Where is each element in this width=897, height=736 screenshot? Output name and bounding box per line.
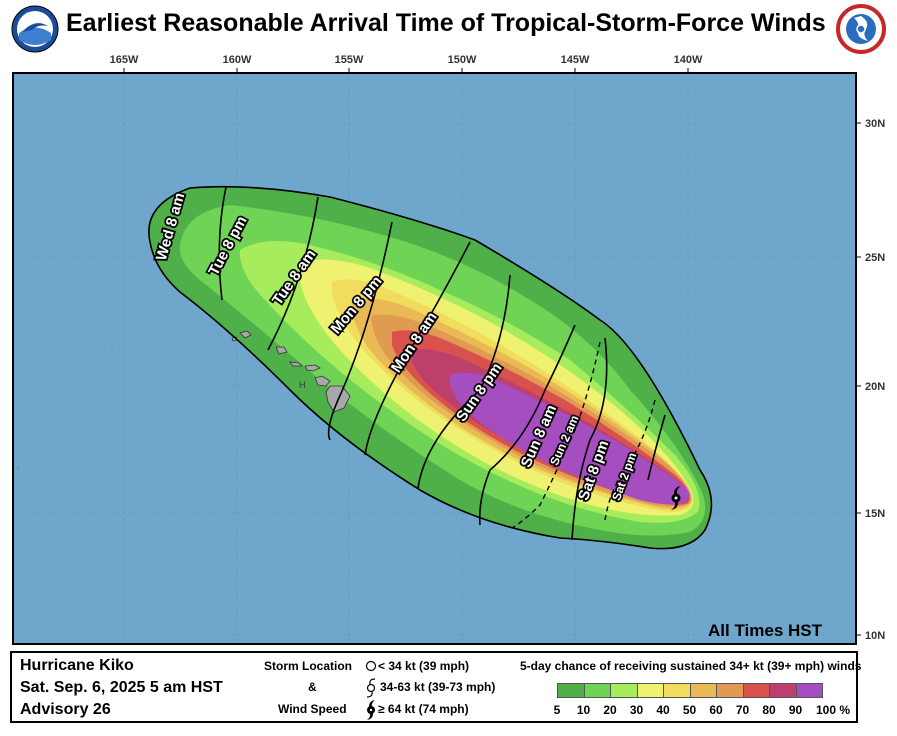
scale-swatch	[742, 683, 770, 698]
island-label: H	[299, 380, 306, 390]
probability-legend-title: 5-day chance of receiving sustained 34+ …	[520, 659, 862, 673]
scale-value-label: 70	[735, 703, 750, 717]
scale-swatch	[557, 683, 585, 698]
scale-value-label: 50	[682, 703, 697, 717]
island	[289, 361, 303, 367]
scale-value-label: 30	[629, 703, 644, 717]
storm-location-label: Storm Location	[264, 659, 353, 673]
lat-label: 15N	[865, 508, 885, 520]
scale-swatch	[769, 683, 797, 698]
timezone-note: All Times HST	[708, 621, 822, 640]
map-title: Earliest Reasonable Arrival Time of Trop…	[66, 9, 826, 37]
scale-value-label: 10	[576, 703, 591, 717]
legend-panel: Hurricane Kiko Sat. Sep. 6, 2025 5 am HS…	[10, 651, 862, 723]
lat-label: 10N	[865, 630, 885, 642]
lon-labels: 165W 160W 155W 150W 145W 140W	[110, 54, 703, 66]
scale-value-label: 5	[553, 703, 561, 717]
hurricane-legend-icon	[367, 700, 375, 720]
lat-label: 25N	[865, 252, 885, 264]
storm-category-weak: < 34 kt (39 mph)	[378, 659, 470, 673]
scale-value-label: 60	[709, 703, 723, 717]
wind-speed-label: Wind Speed	[278, 702, 347, 716]
scale-value-label: 90	[788, 703, 803, 717]
lon-label: 165W	[110, 54, 139, 66]
storm-datetime: Sat. Sep. 6, 2025 5 am HST	[20, 679, 223, 696]
scale-swatch	[716, 683, 744, 698]
scale-swatch	[583, 683, 611, 698]
scale-swatch	[610, 683, 638, 698]
lon-label: 155W	[335, 54, 364, 66]
scale-swatch	[663, 683, 691, 698]
island	[275, 346, 288, 355]
storm-open-icon	[365, 660, 377, 672]
lon-label: 140W	[674, 54, 703, 66]
storm-category-tropical: 34-63 kt (39-73 mph)	[380, 680, 496, 694]
lon-label: 160W	[223, 54, 252, 66]
scale-swatch	[636, 683, 664, 698]
grid-lines	[13, 73, 856, 644]
storm-name: Hurricane Kiko	[20, 657, 134, 674]
island	[304, 364, 321, 372]
dashed-isochrone-lines	[511, 341, 656, 529]
hurricane-icon	[671, 486, 681, 510]
lat-label: 20N	[865, 381, 885, 393]
probability-band-90	[449, 372, 690, 505]
scale-swatch	[689, 683, 717, 698]
atoll	[111, 349, 113, 351]
island	[239, 330, 252, 339]
lat-label: 30N	[865, 118, 885, 130]
advisory-number: Advisory 26	[20, 701, 111, 718]
island	[314, 375, 331, 387]
noaa-logo: NOAA	[11, 5, 59, 53]
storm-symbol-icons	[365, 660, 377, 720]
scale-value-label: 100 %	[816, 703, 851, 717]
scale-value-label: 40	[656, 703, 670, 717]
scale-swatch	[795, 683, 823, 698]
atoll	[16, 466, 20, 470]
isochrone-lines	[148, 185, 713, 550]
scale-value-label: 20	[603, 703, 617, 717]
storm-category-hurricane: ≥ 64 kt (74 mph)	[378, 702, 469, 716]
nws-logo	[836, 4, 886, 54]
scale-value-label: 80	[762, 703, 776, 717]
svg-text:NOAA: NOAA	[26, 13, 44, 19]
lon-label: 145W	[561, 54, 590, 66]
tropical-storm-icon	[366, 678, 376, 698]
map-frame	[12, 72, 857, 645]
storm-location-ampersand: &	[308, 680, 317, 694]
lon-label: 150W	[448, 54, 477, 66]
